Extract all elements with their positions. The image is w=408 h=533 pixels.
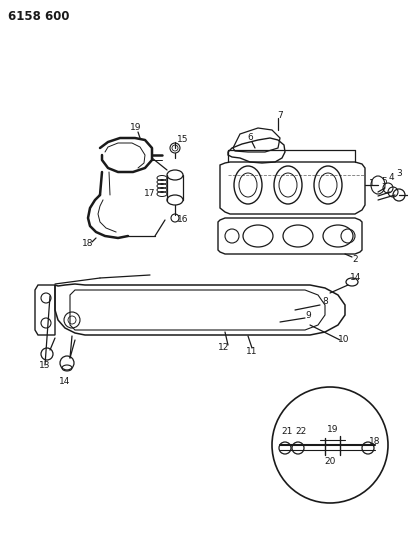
Text: 2: 2: [352, 255, 358, 264]
Text: 7: 7: [277, 110, 283, 119]
Text: 3: 3: [396, 168, 402, 177]
Text: 6: 6: [247, 133, 253, 142]
Text: 17: 17: [144, 189, 156, 198]
Text: 9: 9: [305, 311, 311, 320]
Text: 18: 18: [82, 238, 94, 247]
Text: 15: 15: [177, 135, 189, 144]
Text: 10: 10: [338, 335, 350, 344]
Text: 19: 19: [130, 124, 142, 133]
Text: 1: 1: [369, 179, 375, 188]
Text: 5: 5: [381, 176, 387, 185]
Text: 21: 21: [281, 427, 293, 437]
Text: 18: 18: [369, 438, 381, 447]
Text: 6158 600: 6158 600: [8, 10, 69, 23]
Text: 20: 20: [324, 457, 336, 466]
Text: 8: 8: [322, 297, 328, 306]
Text: 13: 13: [39, 360, 51, 369]
Circle shape: [170, 143, 180, 153]
Text: 16: 16: [177, 215, 189, 224]
Text: 4: 4: [388, 174, 394, 182]
Text: 14: 14: [350, 273, 361, 282]
Text: 19: 19: [327, 425, 339, 434]
Text: 22: 22: [295, 427, 307, 437]
Text: 12: 12: [218, 343, 230, 352]
Text: 11: 11: [246, 348, 258, 357]
Text: 14: 14: [59, 377, 71, 386]
